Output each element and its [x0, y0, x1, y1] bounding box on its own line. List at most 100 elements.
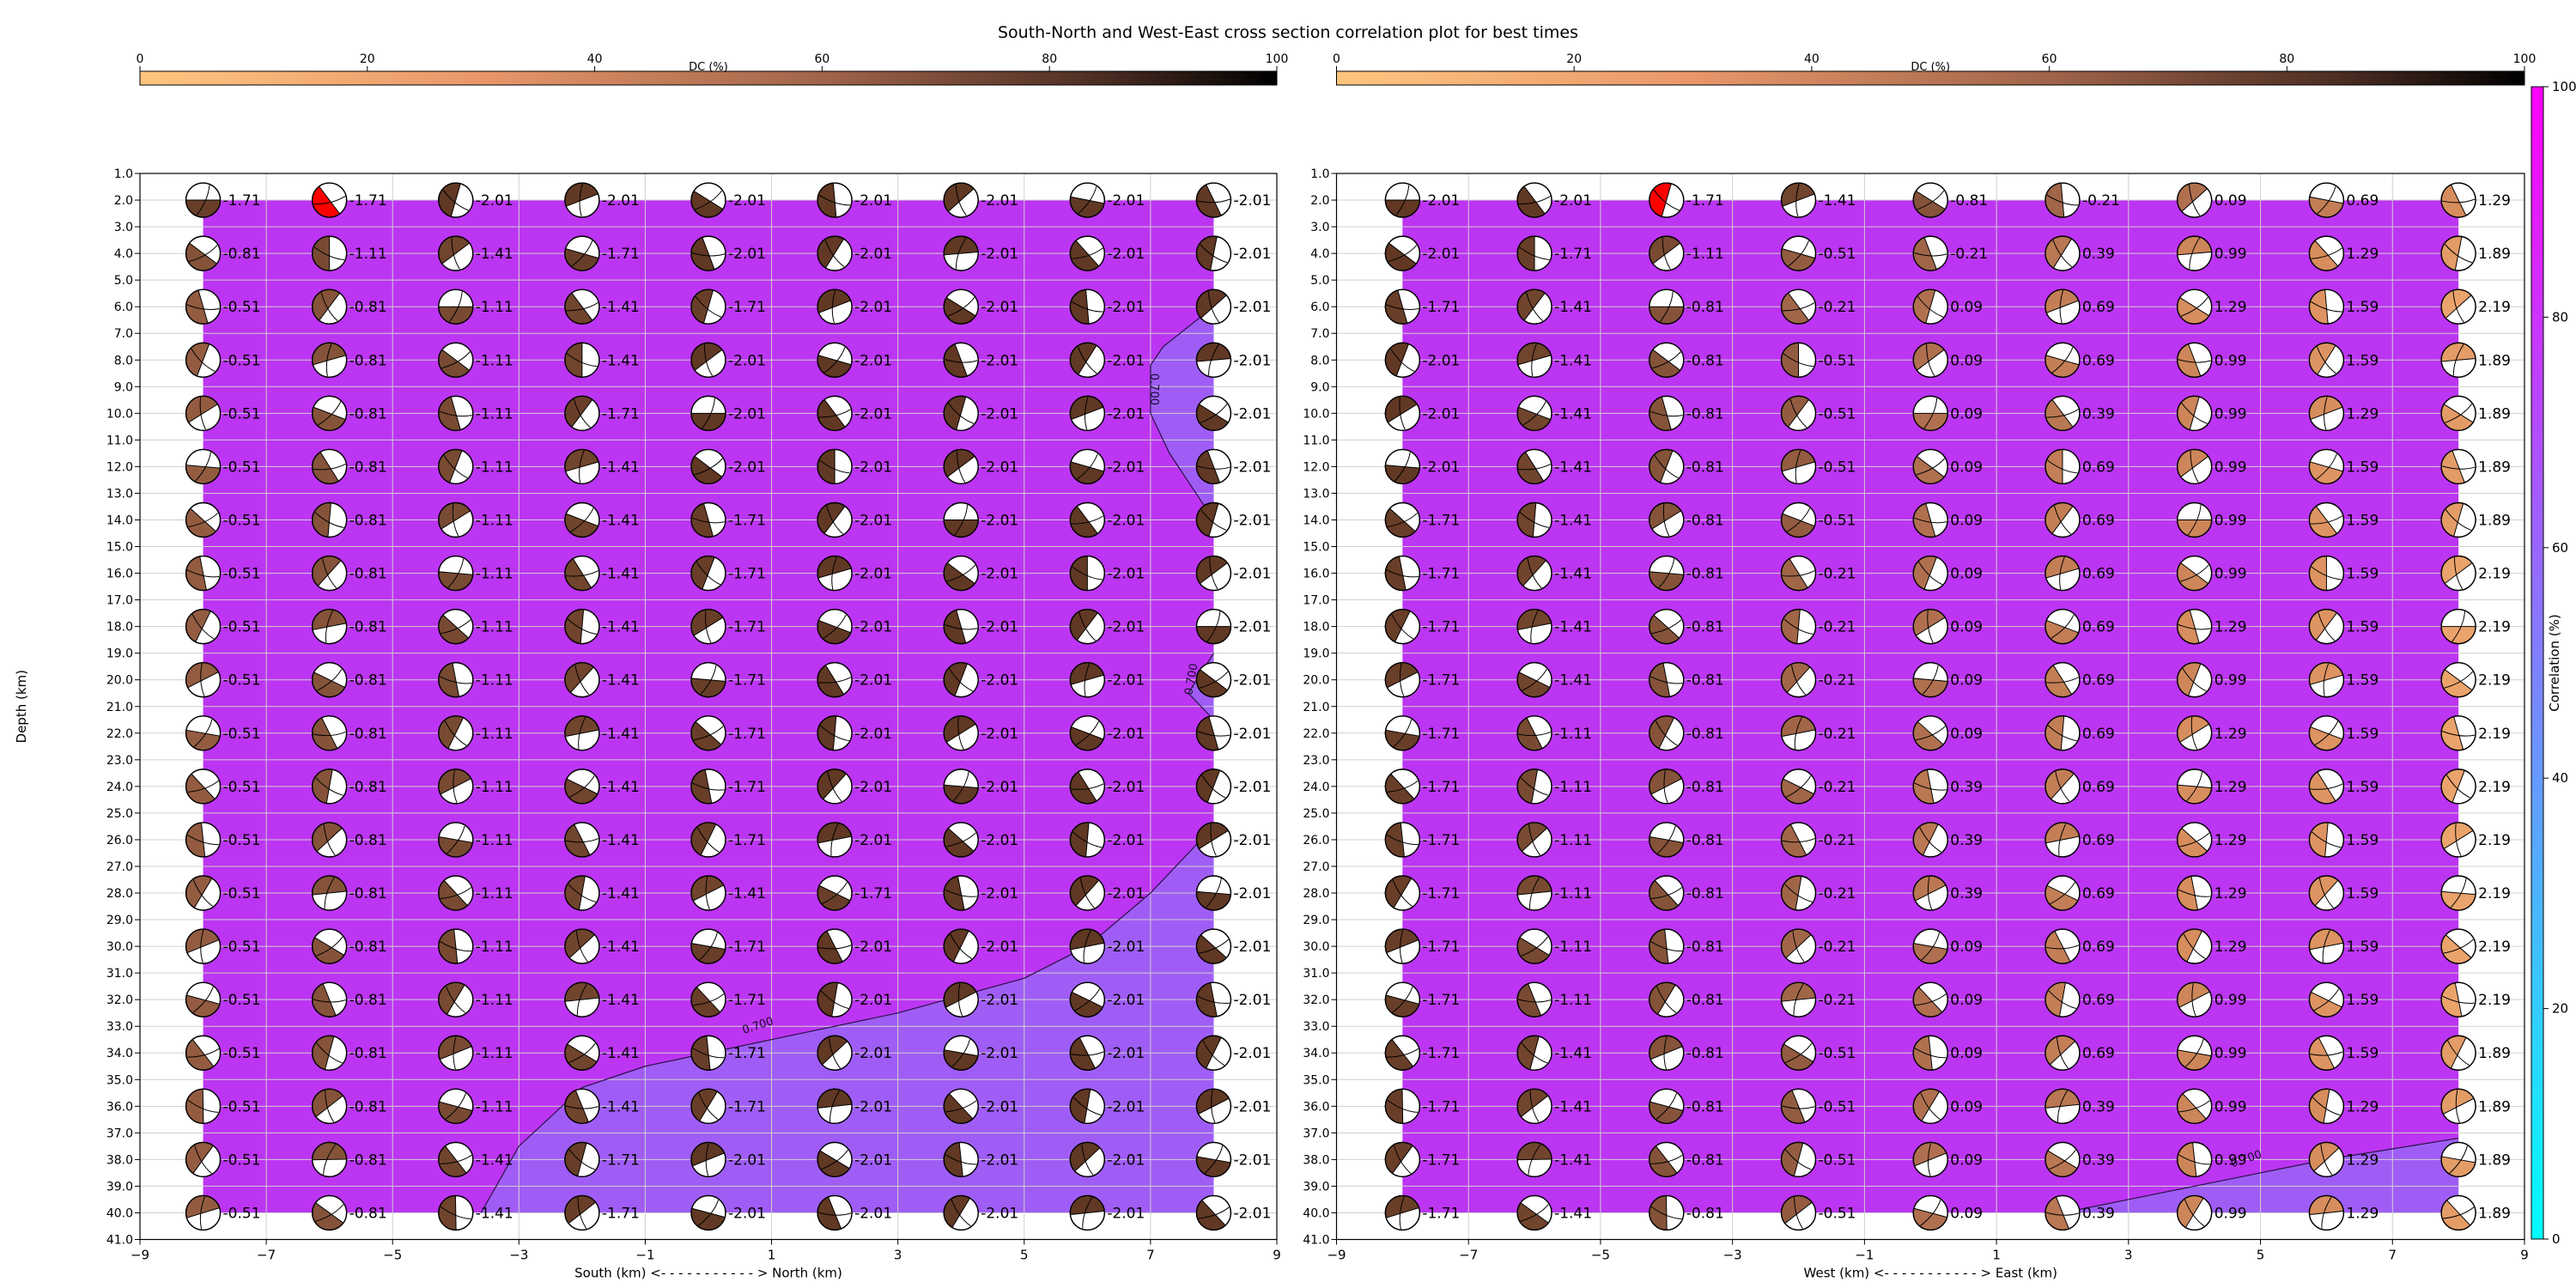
beachball-outline	[2440, 342, 2476, 378]
grid-label: 1.89	[2478, 405, 2511, 422]
grid-label: -2.01	[981, 192, 1018, 210]
beachball-outline	[1384, 662, 1421, 698]
y-tick-label: 30.0	[106, 940, 133, 954]
grid-label: 0.09	[1950, 726, 1983, 743]
beachball	[1516, 608, 1552, 645]
beachball-nodal-line	[700, 665, 717, 695]
grid-label: -2.01	[1107, 672, 1145, 690]
beachball-outline	[690, 395, 726, 432]
dc-tick-label: 0	[137, 52, 144, 66]
beachball-outline	[1780, 235, 1817, 271]
y-tick-label: 23.0	[106, 754, 133, 768]
beachball	[185, 1141, 222, 1178]
beachball-outline	[438, 555, 474, 592]
beachball-nodal-line	[2046, 194, 2079, 206]
beachball-nodal-line	[444, 720, 467, 746]
beachball	[690, 501, 726, 538]
beachball-outline	[817, 981, 853, 1018]
beachball-outline	[817, 1088, 853, 1125]
y-tick-label: 8.0	[1310, 354, 1329, 368]
beachball-outline	[2440, 822, 2476, 858]
beachball-nodal-line	[1084, 663, 1091, 696]
beachball	[817, 608, 853, 645]
grid-label: -1.41	[602, 992, 640, 1009]
beachball-nodal-line	[1784, 884, 1813, 902]
beachball-outline	[1912, 555, 1948, 592]
grid-label: -1.71	[728, 779, 766, 796]
beachball	[2440, 1035, 2476, 1071]
beachball-nodal-line	[453, 1036, 457, 1070]
beachball	[2044, 289, 2081, 325]
beachball	[1195, 448, 1232, 485]
beachball	[2440, 981, 2476, 1018]
y-tick-label: 7.0	[114, 327, 133, 341]
beachball-outline	[564, 501, 600, 538]
beachball-nodal-line	[2048, 990, 2077, 1009]
beachball	[943, 235, 979, 271]
beachball-outline	[2044, 1035, 2081, 1071]
beachball-nodal-line	[2178, 889, 2211, 897]
beachball	[943, 182, 979, 218]
beachball-outline	[2176, 182, 2213, 218]
beachball-nodal-line	[2310, 1051, 2343, 1056]
beachball-nodal-line	[1399, 397, 1406, 430]
beachball	[2044, 822, 2081, 858]
beachball-outline	[943, 822, 979, 858]
grid-label: -2.01	[1107, 1151, 1145, 1169]
beachball-outline	[2440, 875, 2476, 911]
beachball-outline	[943, 662, 979, 698]
beachball-outline	[817, 448, 853, 485]
beachball-outline	[690, 608, 726, 645]
beachball	[817, 289, 853, 325]
beachball	[438, 289, 474, 325]
grid-label: -1.71	[602, 1205, 640, 1222]
beachball-outline	[1516, 501, 1552, 538]
beachball	[564, 769, 600, 805]
beachball-outline	[690, 501, 726, 538]
beachball-outline	[2308, 608, 2345, 645]
beachball-outline	[817, 342, 853, 378]
grid-label: -0.21	[1819, 779, 1856, 796]
y-tick-label: 28.0	[1303, 887, 1329, 901]
beachball	[438, 1035, 474, 1071]
grid-label: 1.89	[2478, 1098, 2511, 1115]
grid-label: -1.41	[602, 566, 640, 583]
beachball-nodal-line	[705, 1143, 709, 1176]
beachball-nodal-line	[313, 246, 345, 261]
x-tick-label: −9	[131, 1248, 149, 1263]
beachball-outline	[185, 822, 222, 858]
grid-label: -2.01	[1233, 1151, 1271, 1169]
beachball-nodal-line	[2049, 1149, 2076, 1170]
beachball-nodal-line	[1078, 186, 1097, 215]
beachball-nodal-line	[574, 665, 590, 696]
grid-label: -0.51	[223, 512, 261, 529]
beachball-nodal-line	[2311, 247, 2342, 259]
grid-label: 1.29	[2215, 939, 2247, 956]
grid-label: -2.01	[1107, 779, 1145, 796]
beachball-outline	[1780, 395, 1817, 432]
beachball-outline	[2176, 1088, 2213, 1125]
beachball-outline	[1384, 182, 1421, 218]
beachball	[1384, 501, 1421, 538]
beachball-nodal-line	[2190, 716, 2198, 750]
beachball-outline	[311, 608, 348, 645]
y-tick-label: 5.0	[1310, 274, 1329, 288]
beachball-outline	[2176, 395, 2213, 432]
beachball	[1516, 1194, 1552, 1231]
beachball-nodal-line	[1788, 240, 1809, 267]
beachball	[2440, 448, 2476, 485]
beachball-outline	[185, 448, 222, 485]
beachball-outline	[1069, 1194, 1106, 1231]
beachball-nodal-line	[1083, 930, 1091, 963]
beachball-nodal-line	[1386, 304, 1419, 310]
beachball-nodal-line	[1521, 936, 1548, 957]
grid-label: -0.81	[1950, 192, 1988, 210]
grid-label: -1.71	[728, 672, 766, 690]
beachball-nodal-line	[1918, 562, 1943, 586]
beachball-outline	[438, 342, 474, 378]
grid-label: -1.71	[1422, 1151, 1460, 1169]
beachball-outline	[1912, 928, 1948, 964]
beachball	[1912, 1141, 1948, 1178]
grid-label: 2.19	[2478, 885, 2511, 902]
beachball	[311, 1035, 348, 1071]
